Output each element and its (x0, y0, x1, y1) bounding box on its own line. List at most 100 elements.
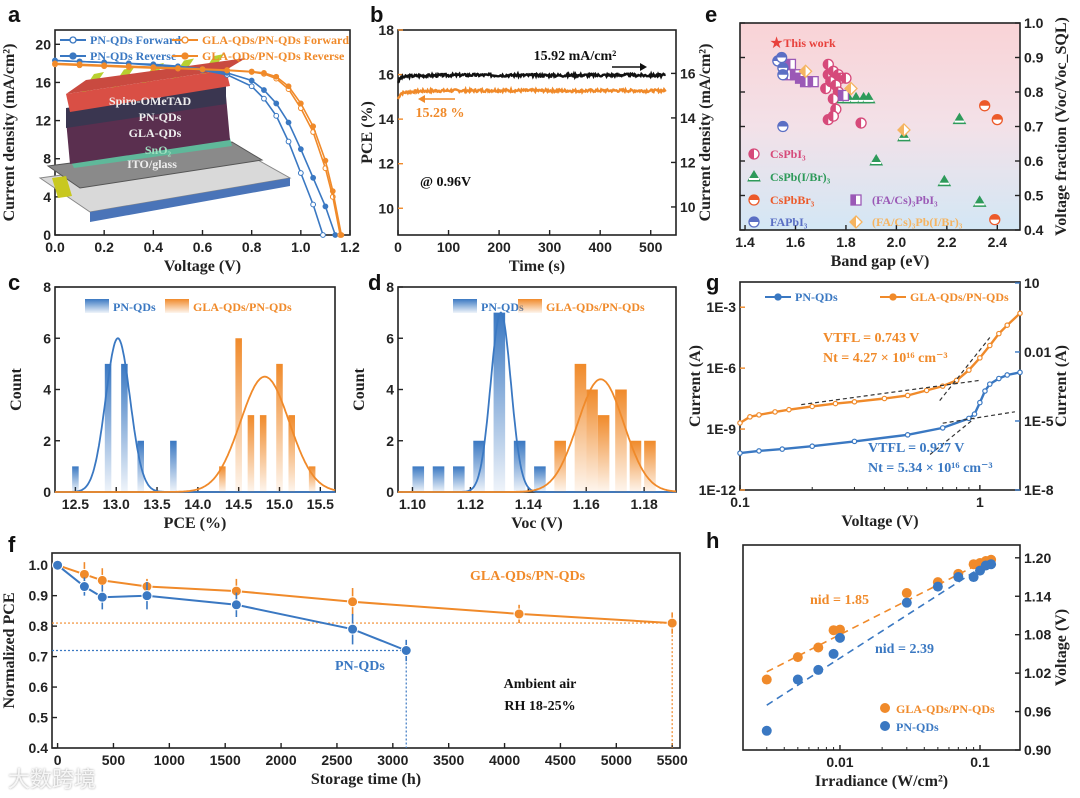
data-point (248, 68, 255, 75)
current-density-trace (397, 70, 666, 84)
marker-fill (897, 123, 904, 136)
data-point (338, 232, 345, 238)
electrode-pad (52, 176, 72, 198)
legend-label: GLA-QDs/PN-QDs (896, 702, 995, 716)
right-y-tick-label: 0.5 (1024, 188, 1044, 204)
panel-letter-f: f (8, 532, 16, 557)
data-point (832, 400, 839, 407)
scatter-point (807, 76, 819, 88)
marker-fill (828, 111, 834, 122)
data-point (996, 375, 1002, 382)
x-tick-label: 2.2 (937, 234, 957, 250)
data-point (96, 574, 108, 586)
data-point (809, 403, 816, 410)
legend-marker (889, 293, 897, 301)
data-point (966, 367, 972, 373)
scatter-point (861, 91, 876, 104)
left-y-tick-label: 0.4 (29, 740, 49, 756)
legend-label: CsPbBr₃ (770, 193, 815, 207)
gaussian-fit-curve (55, 337, 335, 493)
histogram-bar (235, 338, 242, 492)
panel-letter-e: e (705, 2, 717, 27)
data-point (224, 67, 230, 73)
x-tick-label: 1.16 (573, 496, 600, 512)
x-axis-title: Storage time (h) (311, 771, 421, 788)
data-point (76, 61, 83, 68)
legend-marker (747, 170, 761, 182)
scatter-point (777, 120, 789, 133)
data-point (813, 642, 824, 653)
data-point (96, 591, 108, 603)
data-point (322, 203, 329, 210)
x-tick-label: 1500 (210, 752, 241, 768)
scatter-point (840, 72, 852, 84)
data-point (904, 432, 911, 438)
x-tick-label: 0.1 (970, 754, 990, 770)
left-y-tick-label: 8 (43, 279, 51, 295)
jsc-annotation: 15.92 mA/cm² (534, 49, 617, 64)
legend-marker (69, 36, 77, 44)
pce-trace (396, 85, 667, 100)
right-y-tick-label: 0.4 (1024, 222, 1044, 238)
layer-label: ITO/glass (127, 157, 177, 171)
marker-fill (749, 195, 759, 200)
arrow-head-icon (640, 63, 647, 71)
marker-fill (979, 100, 990, 106)
data-point (813, 664, 824, 675)
marker-fill (820, 83, 826, 94)
legend-marker (880, 721, 890, 731)
data-point (996, 330, 1002, 337)
legend-label: PN-QDs Forward (90, 33, 181, 47)
histogram-bar (586, 389, 598, 492)
marker-fill (795, 73, 801, 84)
marker-fill (844, 82, 851, 95)
pce-annotation: 15.28 % (416, 106, 465, 121)
x-tick-label: 500 (102, 752, 126, 768)
legend-swatch (453, 299, 477, 313)
marker-fill (823, 114, 829, 125)
data-point (297, 100, 304, 107)
left-y-tick-label: 6 (386, 330, 394, 346)
series-label-pn: PN-QDs (335, 659, 385, 674)
data-point (320, 232, 326, 238)
right-y-tick-label: 0.90 (1024, 742, 1051, 758)
vtfl-label-pn: VTFL = 0.927 V (868, 441, 964, 456)
scatter-point (952, 112, 967, 125)
data-point (756, 448, 762, 454)
x-axis-title: Voltage (V) (841, 513, 918, 530)
device-structure-inset (38, 54, 292, 222)
right-y-axis-title: Current (A) (1053, 345, 1070, 427)
left-y-tick-label: 0 (386, 484, 394, 500)
marker-fill (850, 216, 856, 228)
right-y-tick-label: 1.02 (1024, 665, 1051, 681)
x-tick-label: 4500 (545, 752, 576, 768)
data-point (297, 146, 304, 153)
marker-fill (830, 80, 836, 91)
x-tick-label: 14.0 (184, 496, 211, 512)
right-y-tick-label: 0.9 (1024, 50, 1044, 66)
x-tick-label: 0.6 (193, 239, 213, 255)
data-point (101, 62, 108, 69)
data-point (982, 388, 988, 394)
left-y-tick-label: 0.7 (29, 649, 49, 665)
legend-marker (181, 52, 189, 60)
legend-label: (FA/Cs)₃Pb(I/Br)₃ (872, 215, 963, 229)
x-tick-label: 1.6 (786, 234, 806, 250)
legend-label: GLA-QDs/PN-QDs (546, 300, 645, 314)
data-point (273, 73, 280, 80)
legend-label: CsPb(I/Br)₃ (770, 170, 831, 184)
histogram-bar (412, 466, 425, 492)
data-point (828, 648, 839, 659)
histogram-bar (629, 440, 642, 492)
panel-g-frame (739, 281, 1021, 491)
right-y-tick-label: 1.14 (1024, 588, 1051, 604)
scatter-point (979, 100, 991, 112)
histogram-bar (432, 466, 445, 492)
vtfl-label-gla: VTFL = 0.743 V (823, 331, 919, 346)
right-y-tick-label: 10 (680, 199, 696, 215)
left-y-tick-label: 12 (378, 156, 394, 172)
x-tick-label: 3000 (377, 752, 408, 768)
histogram-bar (259, 415, 267, 492)
layer-label: GLA-QDs (129, 126, 182, 140)
data-point (851, 398, 858, 405)
